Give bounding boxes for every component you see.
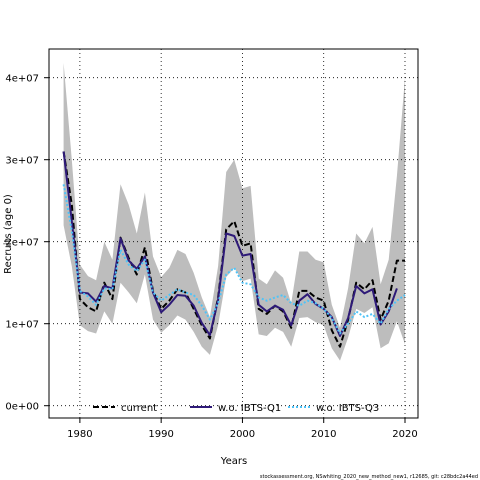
x-tick-label: 2000 (230, 429, 255, 440)
y-axis-label: Recruits (age 0) (3, 194, 14, 274)
grid-layer (49, 49, 418, 418)
y-axis: 0e+00 1e+07 2e+07 3e+07 4e+07 (5, 74, 49, 413)
y-tick-label: 0e+00 (5, 402, 39, 413)
x-axis: 1980 1990 2000 2010 2020 (67, 418, 418, 440)
series-layer (62, 151, 406, 348)
y-tick-label: 4e+07 (5, 74, 39, 85)
x-tick-label: 2020 (392, 429, 417, 440)
x-axis-label: Years (220, 456, 247, 467)
y-tick-label: 2e+07 (5, 238, 39, 249)
legend-label: w.o. IBTS-Q1 (218, 403, 281, 414)
footer-text: stockassessment.org, NSwhiting_2020_new_… (260, 474, 478, 480)
x-tick-label: 2010 (311, 429, 336, 440)
legend-label: w.o. IBTS-Q3 (316, 403, 379, 414)
legend-label: current (121, 403, 157, 414)
x-tick-label: 1980 (67, 429, 92, 440)
y-tick-label: 1e+07 (5, 320, 39, 331)
confidence-band (63, 62, 405, 361)
x-tick-label: 1990 (148, 429, 173, 440)
legend: current w.o. IBTS-Q1 w.o. IBTS-Q3 (93, 403, 379, 414)
series-line-w-o-ibts-q3 (62, 184, 406, 335)
plot-frame (48, 48, 419, 419)
plot-band-layer (63, 62, 405, 361)
y-tick-label: 3e+07 (5, 156, 39, 167)
